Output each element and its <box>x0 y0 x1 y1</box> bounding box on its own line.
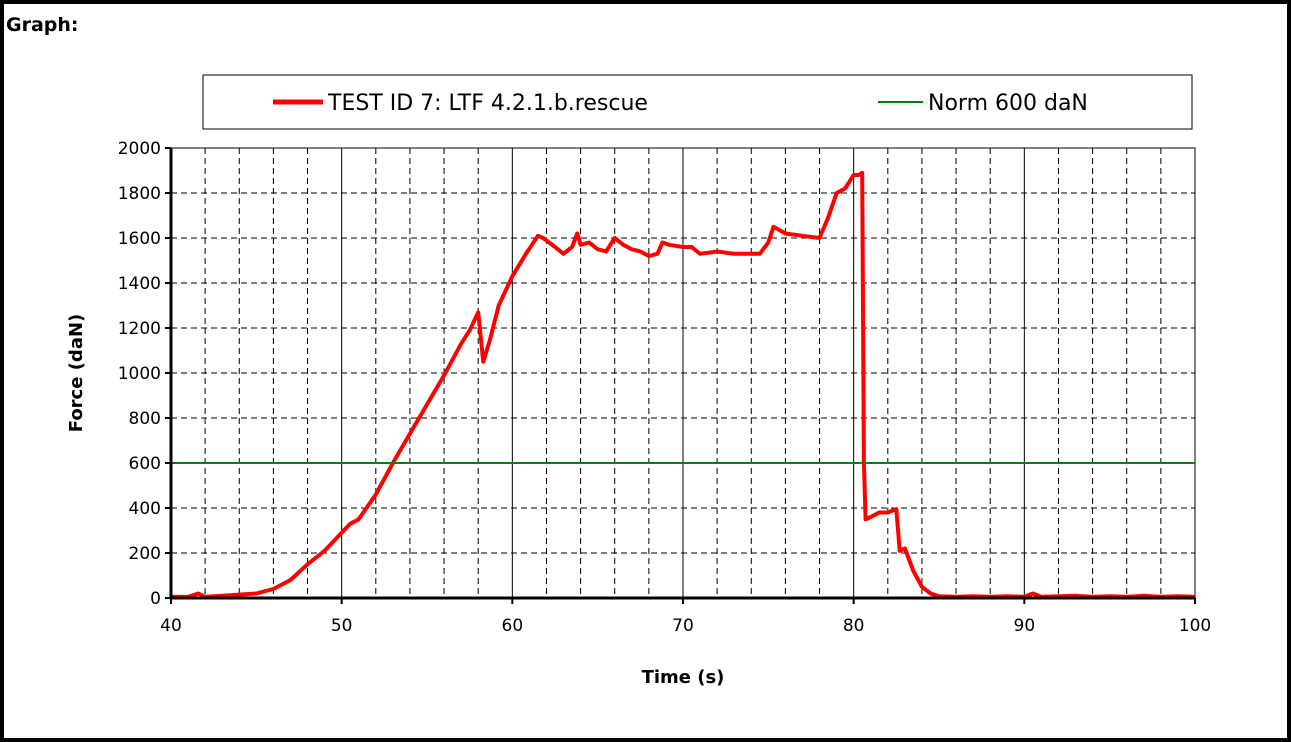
legend: TEST ID 7: LTF 4.2.1.b.rescue Norm 600 d… <box>202 74 1193 130</box>
y-tick-label: 800 <box>129 409 161 429</box>
x-axis-title: Time (s) <box>642 667 725 688</box>
y-axis-title: Force (daN) <box>66 314 87 433</box>
y-tick-label: 1400 <box>118 274 161 294</box>
grid-lines <box>170 147 1196 599</box>
y-tick-label: 1600 <box>118 229 161 249</box>
x-tick-label: 90 <box>1014 616 1036 636</box>
graph-heading: Graph: <box>6 14 79 36</box>
legend-box <box>202 74 1193 130</box>
axes <box>165 147 1196 604</box>
y-tick-label: 1000 <box>118 364 161 384</box>
x-tick-label: 70 <box>672 616 694 636</box>
x-tick-label: 80 <box>843 616 865 636</box>
y-tick-label: 1200 <box>118 319 161 339</box>
x-tick-label: 40 <box>160 616 182 636</box>
y-tick-label: 400 <box>129 499 161 519</box>
legend-label-test: TEST ID 7: LTF 4.2.1.b.rescue <box>327 91 648 116</box>
y-tick-label: 1800 <box>118 184 161 204</box>
y-tick-label: 2000 <box>118 139 161 159</box>
x-tick-label: 50 <box>331 616 353 636</box>
y-tick-label: 200 <box>129 544 161 564</box>
y-tick-label: 600 <box>129 454 161 474</box>
tick-labels: 0 200 400 600 800 1000 1200 1400 1600 1800 2000 40 5… <box>118 139 1211 636</box>
y-tick-label: 0 <box>150 589 161 609</box>
x-tick-label: 60 <box>502 616 524 636</box>
x-tick-label: 100 <box>1179 616 1211 636</box>
legend-label-norm: Norm 600 daN <box>928 91 1088 116</box>
